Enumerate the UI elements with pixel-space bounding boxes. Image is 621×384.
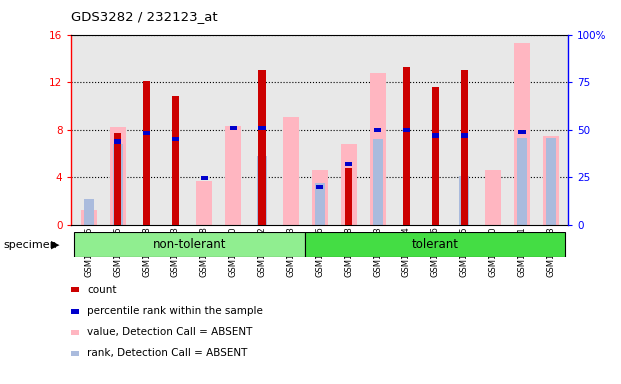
Text: rank, Detection Call = ABSENT: rank, Detection Call = ABSENT — [87, 348, 247, 358]
Bar — [312, 170, 328, 225]
Bar — [172, 137, 179, 141]
Bar — [306, 232, 565, 257]
Bar — [369, 73, 386, 225]
Bar — [112, 144, 123, 225]
Text: percentile rank within the sample: percentile rank within the sample — [87, 306, 263, 316]
Bar — [143, 81, 150, 225]
Text: GDS3282 / 232123_at: GDS3282 / 232123_at — [71, 10, 218, 23]
Bar — [110, 127, 125, 225]
Bar — [485, 170, 501, 225]
Bar — [373, 139, 383, 225]
Bar — [258, 70, 266, 225]
Bar — [514, 43, 530, 225]
Text: tolerant: tolerant — [412, 238, 459, 251]
Bar — [345, 162, 352, 166]
Bar — [341, 144, 356, 225]
Bar — [546, 138, 556, 225]
Bar — [543, 136, 559, 225]
Bar — [315, 183, 325, 225]
Bar — [519, 130, 525, 134]
Bar — [316, 185, 324, 189]
Bar — [114, 139, 121, 144]
Text: specimen: specimen — [3, 240, 57, 250]
Bar — [432, 134, 439, 137]
Bar — [461, 70, 468, 225]
Bar — [75, 232, 306, 257]
Bar — [172, 96, 179, 225]
Text: non-tolerant: non-tolerant — [153, 238, 227, 251]
Bar — [257, 156, 267, 225]
Text: value, Detection Call = ABSENT: value, Detection Call = ABSENT — [87, 327, 252, 337]
Bar — [225, 126, 241, 225]
Bar — [403, 67, 410, 225]
Bar — [84, 199, 94, 225]
Bar — [143, 131, 150, 135]
Bar — [81, 210, 97, 225]
Bar — [230, 126, 237, 131]
Bar — [196, 181, 212, 225]
Bar — [201, 176, 208, 180]
Bar — [459, 176, 469, 225]
Bar — [461, 134, 468, 137]
Bar — [517, 138, 527, 225]
Text: count: count — [87, 285, 117, 295]
Bar — [258, 126, 266, 131]
Text: ▶: ▶ — [51, 240, 60, 250]
Bar — [432, 87, 439, 225]
Bar — [283, 116, 299, 225]
Bar — [374, 127, 381, 132]
Bar — [345, 168, 352, 225]
Bar — [403, 127, 410, 132]
Bar — [114, 133, 121, 225]
